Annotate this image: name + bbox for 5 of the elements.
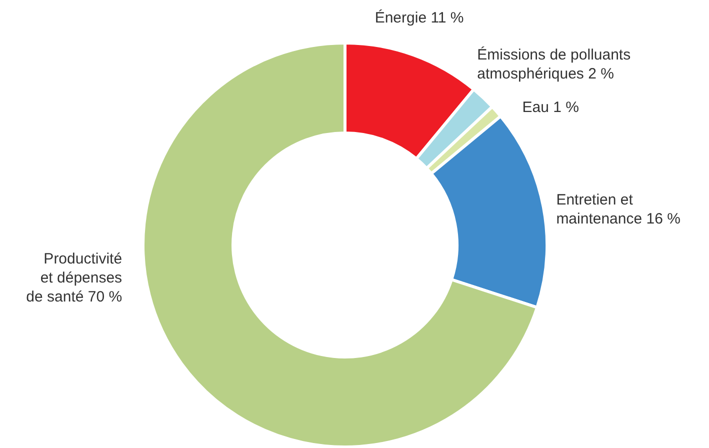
slice-label: Eau 1 % xyxy=(522,98,579,116)
slice-label: Énergie 11 % xyxy=(374,8,464,27)
slice-label: Émissions de polluants atmosphériques 2 % xyxy=(477,45,631,82)
slice-label: Entretien et maintenance 16 % xyxy=(556,192,680,228)
slice-label: Productivité et dépenses de santé 70 % xyxy=(26,250,122,306)
